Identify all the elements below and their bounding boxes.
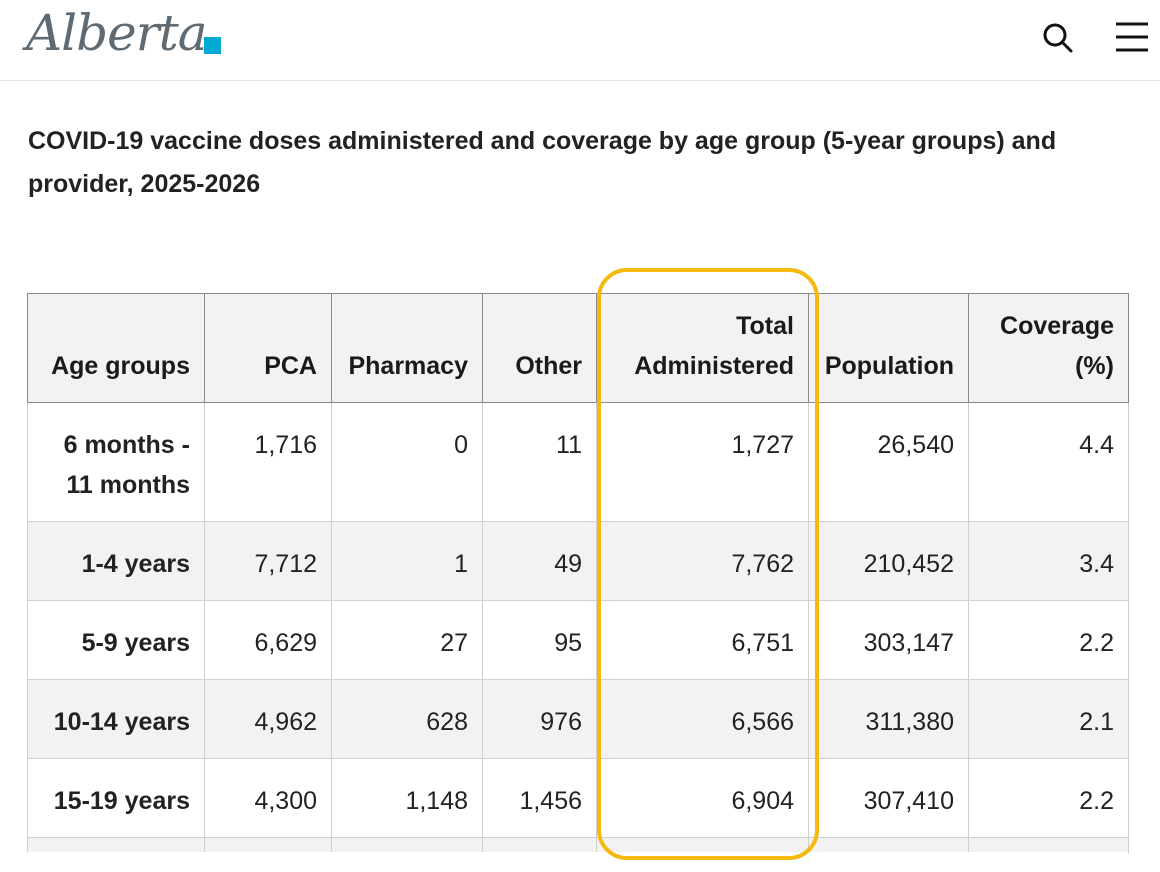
pca-cell: 7,712 — [204, 521, 332, 601]
population-cell: 307,410 — [808, 758, 969, 838]
total-administered-cell: 1,727 — [596, 402, 809, 522]
partial-cell — [596, 837, 809, 854]
pharmacy-cell: 628 — [331, 679, 483, 759]
search-icon — [1043, 23, 1073, 53]
column-header-other[interactable]: Other — [482, 293, 597, 403]
partial-cell — [968, 837, 1129, 854]
menu-button[interactable] — [1110, 16, 1154, 60]
pca-cell: 1,716 — [204, 402, 332, 522]
total-administered-cell: 6,751 — [596, 600, 809, 680]
table-row: 6 months - 11 months 1,716 0 11 1,727 26… — [27, 402, 1129, 522]
other-cell: 11 — [482, 402, 597, 522]
other-cell: 976 — [482, 679, 597, 759]
coverage-cell: 4.4 — [968, 402, 1129, 522]
vaccine-doses-table: Age groups PCA Pharmacy Other Total Admi… — [27, 293, 1129, 854]
pharmacy-cell: 1,148 — [331, 758, 483, 838]
age-group-cell: 10-14 years — [27, 679, 205, 759]
coverage-cell: 2.2 — [968, 758, 1129, 838]
table-header-row: Age groups PCA Pharmacy Other Total Admi… — [27, 293, 1129, 403]
table-title: COVID-19 vaccine doses administered and … — [28, 127, 1057, 198]
pca-cell: 4,300 — [204, 758, 332, 838]
hamburger-menu-icon — [1116, 22, 1148, 52]
age-group-cell: 15-19 years — [27, 758, 205, 838]
population-cell: 210,452 — [808, 521, 969, 601]
population-cell: 303,147 — [808, 600, 969, 680]
logo-mark-square — [204, 37, 221, 54]
coverage-cell: 2.1 — [968, 679, 1129, 759]
other-cell: 49 — [482, 521, 597, 601]
table-cutoff — [27, 852, 1128, 872]
search-button[interactable] — [1038, 18, 1078, 58]
table-row: 1-4 years 7,712 1 49 7,762 210,452 3.4 — [27, 521, 1129, 601]
column-header-total-administered[interactable]: Total Administered — [596, 293, 809, 403]
site-header: Alberta — [0, 0, 1160, 81]
table-row-partial — [27, 837, 1129, 854]
total-administered-cell: 6,904 — [596, 758, 809, 838]
pharmacy-cell: 27 — [331, 600, 483, 680]
table-row: 5-9 years 6,629 27 95 6,751 303,147 2.2 — [27, 600, 1129, 680]
partial-cell — [27, 837, 205, 854]
column-header-coverage[interactable]: Coverage (%) — [968, 293, 1129, 403]
other-cell: 1,456 — [482, 758, 597, 838]
table-row: 10-14 years 4,962 628 976 6,566 311,380 … — [27, 679, 1129, 759]
coverage-cell: 3.4 — [968, 521, 1129, 601]
column-header-pca[interactable]: PCA — [204, 293, 332, 403]
population-cell: 311,380 — [808, 679, 969, 759]
other-cell: 95 — [482, 600, 597, 680]
partial-cell — [482, 837, 597, 854]
pharmacy-cell: 1 — [331, 521, 483, 601]
age-group-cell: 6 months - 11 months — [27, 402, 205, 522]
pca-cell: 6,629 — [204, 600, 332, 680]
total-administered-cell: 6,566 — [596, 679, 809, 759]
column-header-population[interactable]: Population — [808, 293, 969, 403]
pharmacy-cell: 0 — [331, 402, 483, 522]
age-group-cell: 5-9 years — [27, 600, 205, 680]
age-group-cell: 1-4 years — [27, 521, 205, 601]
coverage-cell: 2.2 — [968, 600, 1129, 680]
column-header-age-groups[interactable]: Age groups — [27, 293, 205, 403]
population-cell: 26,540 — [808, 402, 969, 522]
total-administered-cell: 7,762 — [596, 521, 809, 601]
table-row: 15-19 years 4,300 1,148 1,456 6,904 307,… — [27, 758, 1129, 838]
column-header-pharmacy[interactable]: Pharmacy — [331, 293, 483, 403]
pca-cell: 4,962 — [204, 679, 332, 759]
alberta-logo[interactable]: Alberta — [26, 4, 207, 62]
